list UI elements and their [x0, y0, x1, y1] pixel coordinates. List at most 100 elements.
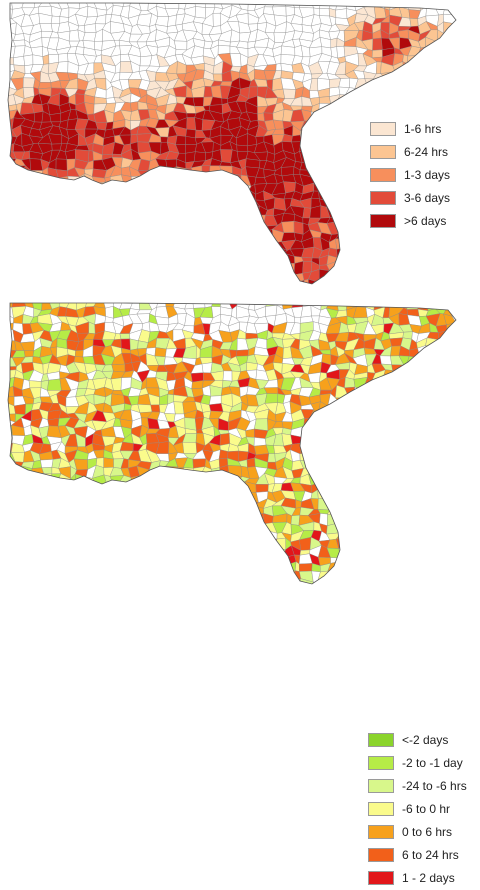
duration-county — [401, 271, 409, 282]
duration-county — [155, 185, 170, 194]
duration-county — [445, 0, 456, 7]
difference-county — [435, 457, 448, 467]
duration-legend-label: 6-24 hrs — [404, 144, 448, 160]
duration-county — [395, 88, 403, 94]
difference-county — [437, 467, 446, 476]
difference-county — [201, 571, 214, 581]
difference-county — [408, 474, 422, 485]
difference-county — [419, 578, 430, 590]
difference-county — [373, 403, 385, 414]
duration-county — [192, 175, 202, 187]
duration-county — [146, 253, 160, 266]
difference-county — [471, 406, 480, 412]
difference-county — [353, 571, 367, 583]
duration-county — [41, 176, 51, 186]
difference-county — [85, 525, 94, 534]
duration-county — [201, 239, 213, 249]
difference-county — [85, 562, 97, 572]
duration-county — [337, 135, 347, 146]
duration-county — [248, 263, 258, 273]
difference-county — [227, 516, 241, 526]
difference-county — [147, 579, 160, 590]
duration-county — [453, 87, 463, 97]
duration-county — [33, 55, 44, 65]
difference-county — [320, 458, 331, 468]
duration-county — [461, 45, 475, 57]
duration-county — [473, 209, 480, 217]
difference-county — [31, 581, 44, 588]
duration-county — [228, 190, 241, 201]
difference-county — [438, 474, 448, 482]
duration-county — [92, 254, 103, 265]
difference-county — [364, 393, 378, 403]
difference-legend-swatch — [368, 756, 394, 770]
duration-county — [93, 270, 105, 280]
difference-county — [15, 521, 25, 532]
duration-county — [355, 88, 368, 99]
difference-county — [382, 572, 395, 581]
difference-county — [390, 563, 399, 574]
difference-county — [355, 469, 366, 476]
difference-county — [418, 547, 427, 558]
difference-county — [470, 534, 480, 539]
duration-county — [463, 77, 475, 90]
duration-county — [426, 54, 440, 67]
difference-county — [58, 482, 68, 495]
difference-county — [408, 467, 421, 474]
duration-county — [161, 137, 168, 143]
duration-county — [148, 185, 156, 194]
duration-county — [448, 94, 458, 102]
duration-county — [119, 216, 132, 226]
duration-county — [195, 254, 203, 266]
duration-county — [312, 129, 322, 138]
duration-county — [326, 150, 340, 159]
duration-county — [331, 102, 338, 114]
duration-county — [337, 127, 347, 139]
difference-county — [110, 586, 125, 596]
difference-county — [259, 540, 268, 548]
difference-county — [364, 506, 375, 516]
difference-county — [443, 546, 454, 558]
difference-county — [158, 547, 168, 556]
duration-county — [223, 254, 233, 266]
difference-county — [120, 591, 132, 597]
duration-county — [428, 77, 438, 88]
difference-county — [97, 502, 105, 507]
difference-county — [380, 396, 394, 404]
duration-county — [326, 158, 338, 169]
difference-county — [93, 554, 106, 564]
duration-county — [203, 182, 215, 190]
difference-county — [445, 564, 457, 574]
duration-county — [455, 233, 465, 242]
duration-county — [83, 239, 98, 249]
duration-county — [473, 263, 480, 273]
duration-county — [210, 223, 220, 233]
duration-county — [173, 207, 187, 217]
difference-county — [256, 578, 266, 589]
duration-county — [29, 249, 42, 254]
duration-county — [51, 16, 60, 23]
difference-county — [105, 506, 115, 518]
difference-county — [439, 362, 448, 373]
difference-county — [254, 437, 266, 446]
duration-county — [11, 256, 24, 266]
duration-county — [332, 281, 341, 290]
difference-county — [85, 501, 98, 510]
difference-county — [425, 468, 438, 478]
duration-county — [204, 272, 213, 283]
difference-county — [93, 570, 103, 582]
duration-county — [11, 230, 26, 241]
duration-county — [113, 191, 124, 200]
duration-county — [48, 215, 58, 225]
difference-county — [410, 507, 422, 517]
difference-county — [381, 434, 393, 445]
duration-county — [105, 289, 112, 292]
difference-county — [454, 538, 466, 550]
duration-county — [157, 271, 165, 282]
difference-county — [461, 387, 474, 398]
difference-county — [372, 538, 386, 551]
difference-county — [337, 469, 348, 474]
difference-county — [464, 412, 474, 423]
difference-county — [400, 459, 410, 468]
difference-county — [157, 499, 169, 507]
